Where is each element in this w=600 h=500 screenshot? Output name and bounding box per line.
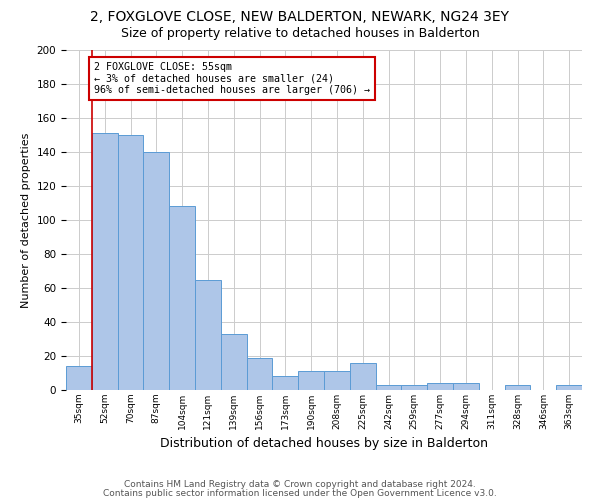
Bar	[427, 383, 453, 390]
Bar	[92, 134, 118, 390]
Bar	[272, 376, 298, 390]
Bar	[169, 206, 195, 390]
Bar	[143, 152, 169, 390]
Bar	[505, 385, 530, 390]
Bar	[221, 334, 247, 390]
Bar	[324, 372, 350, 390]
Bar	[401, 385, 427, 390]
Bar	[118, 135, 143, 390]
Text: Contains public sector information licensed under the Open Government Licence v3: Contains public sector information licen…	[103, 489, 497, 498]
Bar	[66, 366, 92, 390]
Y-axis label: Number of detached properties: Number of detached properties	[21, 132, 31, 308]
Bar	[195, 280, 221, 390]
Text: Contains HM Land Registry data © Crown copyright and database right 2024.: Contains HM Land Registry data © Crown c…	[124, 480, 476, 489]
Text: Size of property relative to detached houses in Balderton: Size of property relative to detached ho…	[121, 28, 479, 40]
Bar	[376, 385, 401, 390]
X-axis label: Distribution of detached houses by size in Balderton: Distribution of detached houses by size …	[160, 438, 488, 450]
Bar	[556, 385, 582, 390]
Text: 2, FOXGLOVE CLOSE, NEW BALDERTON, NEWARK, NG24 3EY: 2, FOXGLOVE CLOSE, NEW BALDERTON, NEWARK…	[91, 10, 509, 24]
Bar	[350, 363, 376, 390]
Bar	[247, 358, 272, 390]
Bar	[453, 383, 479, 390]
Text: 2 FOXGLOVE CLOSE: 55sqm
← 3% of detached houses are smaller (24)
96% of semi-det: 2 FOXGLOVE CLOSE: 55sqm ← 3% of detached…	[94, 62, 370, 95]
Bar	[298, 372, 324, 390]
